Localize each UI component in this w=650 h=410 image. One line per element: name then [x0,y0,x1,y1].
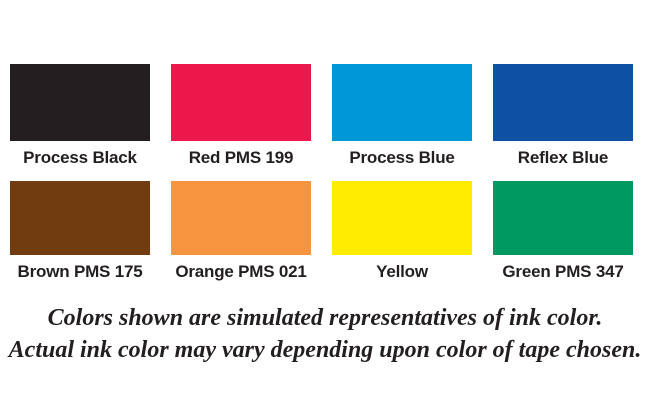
color-swatch [171,181,311,255]
color-swatch [171,64,311,141]
swatch-label: Brown PMS 175 [17,262,143,281]
swatch-yellow: Yellow [332,181,472,282]
swatch-label: Reflex Blue [517,148,609,167]
color-swatch [10,181,150,255]
color-swatch [332,181,472,255]
swatch-red-pms-199: Red PMS 199 [171,64,311,168]
swatch-orange-pms-021: Orange PMS 021 [171,181,311,282]
color-swatch [10,64,150,141]
swatch-process-blue: Process Blue [332,64,472,168]
swatch-reflex-blue: Reflex Blue [493,64,633,168]
swatch-green-pms-347: Green PMS 347 [493,181,633,282]
color-swatch [493,181,633,255]
swatch-label: Process Blue [349,148,455,167]
swatch-label: Yellow [376,262,428,281]
disclaimer-line-2: Actual ink color may vary depending upon… [8,337,642,363]
swatch-label: Orange PMS 021 [175,262,307,281]
color-swatch [332,64,472,141]
swatch-label: Process Black [23,148,137,167]
color-swatch [493,64,633,141]
swatch-brown-pms-175: Brown PMS 175 [10,181,150,282]
swatch-label: Red PMS 199 [188,148,294,167]
swatch-row-top: Process Black Red PMS 199 Process Blue R… [10,64,633,168]
disclaimer-caption: Colors shown are simulated representativ… [0,302,650,366]
swatch-label: Green PMS 347 [502,262,624,281]
swatch-process-black: Process Black [10,64,150,168]
disclaimer-line-1: Colors shown are simulated representativ… [47,305,603,331]
swatch-row-bottom: Brown PMS 175 Orange PMS 021 Yellow Gree… [10,181,633,282]
